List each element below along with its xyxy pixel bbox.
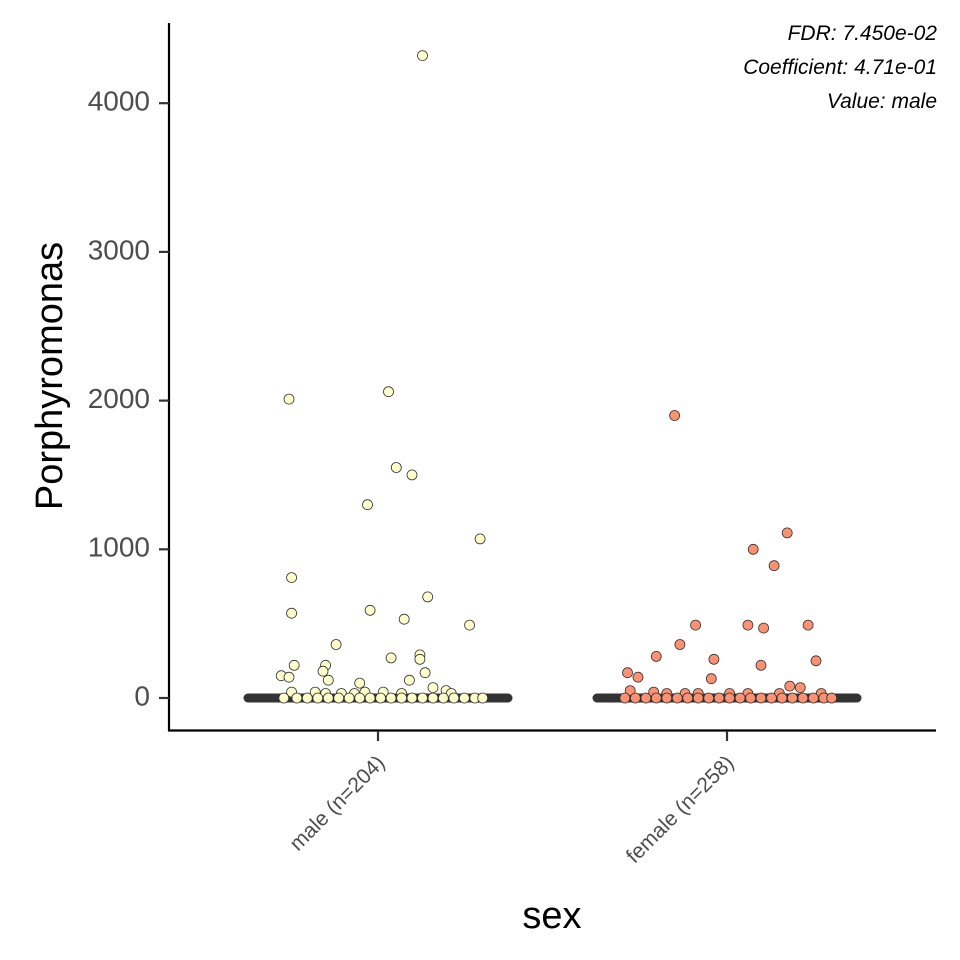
data-point (396, 692, 408, 704)
data-point (477, 692, 489, 704)
data-point (406, 692, 418, 704)
data-point (317, 665, 329, 677)
data-point (354, 692, 366, 704)
data-point (742, 619, 754, 631)
data-point (826, 692, 838, 704)
data-point (692, 692, 704, 704)
data-point (474, 533, 486, 545)
x-axis-label: sex (522, 895, 581, 937)
data-point (322, 674, 334, 686)
data-point (422, 591, 434, 603)
data-point (682, 692, 694, 704)
x-tick-label: male (n=204) (285, 751, 389, 855)
data-point (797, 692, 809, 704)
data-point (650, 692, 662, 704)
data-point (794, 682, 806, 693)
data-point (669, 410, 680, 421)
data-point (286, 572, 298, 583)
data-point (781, 527, 793, 539)
data-point (330, 639, 342, 650)
data-point (427, 692, 439, 704)
data-point (417, 50, 428, 61)
data-point (776, 692, 788, 704)
data-point (362, 499, 373, 511)
data-point (364, 692, 376, 704)
data-point (808, 692, 819, 704)
data-point (622, 667, 633, 679)
y-tick-label: 1000 (88, 532, 150, 563)
data-point (802, 619, 814, 631)
data-point (787, 692, 798, 704)
data-point (640, 692, 652, 704)
data-point (417, 692, 428, 704)
data-point (724, 692, 735, 704)
data-point (758, 622, 769, 634)
data-point (278, 692, 290, 704)
y-ticks: 0 1000 2000 3000 4000 (88, 86, 169, 711)
data-point (624, 685, 636, 696)
data-point (390, 462, 402, 473)
annotation-value: Value: male (827, 90, 937, 113)
data-point (419, 667, 431, 679)
data-point (661, 692, 673, 704)
chart-axes (167, 23, 936, 732)
data-point (383, 386, 394, 398)
data-point (406, 469, 418, 481)
data-point (747, 543, 759, 555)
y-tick-label: 2000 (88, 383, 150, 414)
annotation-fdr: FDR: 7.450e-02 (788, 22, 938, 45)
chart-marks (243, 50, 862, 704)
data-point (734, 692, 746, 704)
data-point (322, 692, 334, 704)
data-point (385, 692, 397, 704)
data-point (458, 692, 470, 704)
data-point (291, 692, 303, 704)
data-point (364, 604, 376, 616)
data-point (674, 639, 686, 650)
data-point (398, 613, 410, 625)
data-point (437, 692, 449, 704)
data-point (690, 619, 701, 631)
data-point (288, 659, 300, 671)
data-point (755, 659, 767, 671)
data-point (713, 692, 725, 704)
data-point (632, 671, 644, 683)
y-tick-label: 3000 (88, 234, 150, 265)
data-point (705, 673, 717, 685)
data-point (427, 682, 439, 693)
data-point (283, 671, 295, 683)
data-point (810, 655, 822, 667)
data-point (703, 692, 715, 704)
data-point (650, 651, 662, 662)
data-point (766, 692, 777, 704)
data-point (464, 619, 476, 631)
data-point (375, 692, 387, 704)
y-tick-label: 0 (134, 680, 150, 711)
y-axis-label: Porphyromonas (29, 242, 71, 510)
data-point (286, 607, 298, 619)
data-point (403, 674, 415, 686)
data-point (619, 692, 631, 704)
y-tick-label: 4000 (88, 86, 150, 117)
data-point (343, 692, 355, 704)
data-point (784, 680, 796, 692)
data-point (312, 692, 324, 704)
data-point (414, 653, 426, 665)
annotation-coefficient: Coefficient: 4.71e-01 (743, 56, 937, 79)
data-point (745, 692, 756, 704)
data-point (333, 692, 345, 704)
x-ticks: male (n=204) female (n=258) (285, 731, 738, 868)
data-point (283, 393, 295, 405)
data-point (448, 692, 460, 704)
data-point (301, 692, 313, 704)
data-point (755, 692, 767, 704)
x-tick-label: female (n=258) (622, 751, 739, 868)
data-point (385, 652, 397, 664)
data-point (630, 692, 641, 704)
data-point (708, 653, 720, 665)
data-point (768, 560, 780, 572)
data-point (354, 677, 366, 689)
data-point (671, 692, 683, 704)
